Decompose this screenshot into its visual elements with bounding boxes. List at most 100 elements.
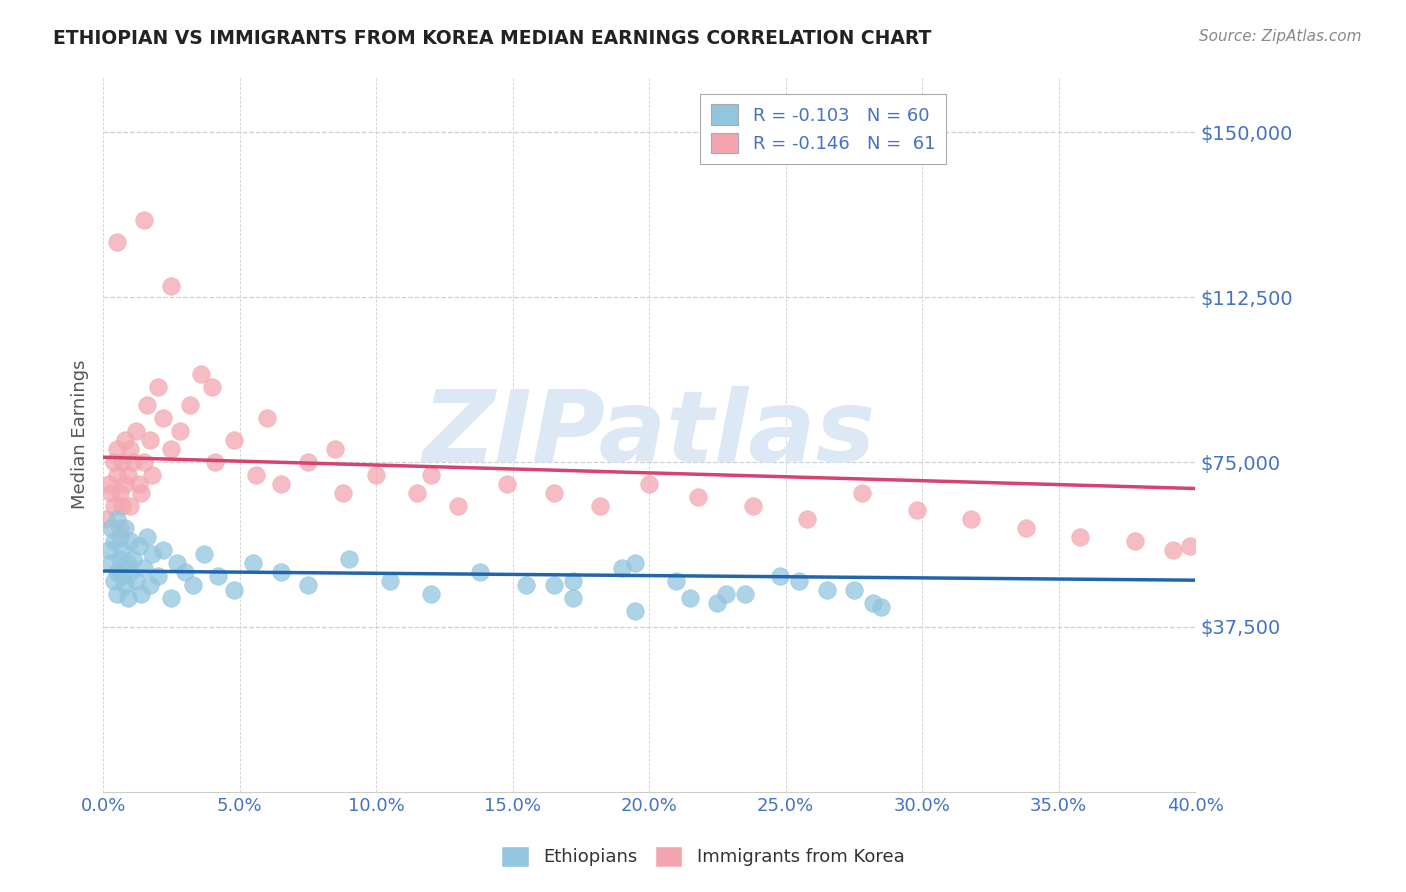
Point bbox=[270, 565, 292, 579]
Point bbox=[128, 539, 150, 553]
Point bbox=[103, 499, 125, 513]
Point bbox=[114, 477, 136, 491]
Point bbox=[468, 565, 491, 579]
Point bbox=[160, 442, 183, 456]
Point bbox=[166, 556, 188, 570]
Point bbox=[135, 530, 157, 544]
Point bbox=[1161, 543, 1184, 558]
Point bbox=[960, 512, 983, 526]
Point bbox=[297, 578, 319, 592]
Point bbox=[419, 587, 441, 601]
Point bbox=[100, 556, 122, 570]
Point bbox=[842, 582, 865, 597]
Point bbox=[224, 582, 246, 597]
Point bbox=[297, 455, 319, 469]
Point bbox=[734, 587, 756, 601]
Point bbox=[160, 591, 183, 606]
Point bbox=[125, 574, 148, 588]
Point bbox=[366, 468, 388, 483]
Point bbox=[332, 485, 354, 500]
Y-axis label: Median Earnings: Median Earnings bbox=[72, 359, 89, 509]
Text: ETHIOPIAN VS IMMIGRANTS FROM KOREA MEDIAN EARNINGS CORRELATION CHART: ETHIOPIAN VS IMMIGRANTS FROM KOREA MEDIA… bbox=[53, 29, 932, 47]
Point bbox=[179, 398, 201, 412]
Point bbox=[270, 477, 292, 491]
Point bbox=[125, 424, 148, 438]
Point bbox=[543, 578, 565, 592]
Point bbox=[862, 596, 884, 610]
Point bbox=[447, 499, 470, 513]
Point bbox=[378, 574, 401, 588]
Point bbox=[496, 477, 519, 491]
Point bbox=[543, 485, 565, 500]
Point bbox=[245, 468, 267, 483]
Point bbox=[108, 551, 131, 566]
Point bbox=[120, 442, 142, 456]
Point bbox=[741, 499, 763, 513]
Point bbox=[103, 534, 125, 549]
Point bbox=[114, 433, 136, 447]
Point bbox=[105, 512, 128, 526]
Point bbox=[105, 468, 128, 483]
Point bbox=[132, 213, 155, 227]
Point bbox=[132, 455, 155, 469]
Point bbox=[108, 530, 131, 544]
Point bbox=[851, 485, 873, 500]
Point bbox=[638, 477, 661, 491]
Point bbox=[419, 468, 441, 483]
Text: ZIPatlas: ZIPatlas bbox=[423, 386, 876, 483]
Point bbox=[190, 367, 212, 381]
Point bbox=[665, 574, 688, 588]
Point bbox=[1178, 539, 1201, 553]
Point bbox=[561, 574, 583, 588]
Point bbox=[787, 574, 810, 588]
Point bbox=[120, 565, 142, 579]
Point bbox=[111, 499, 134, 513]
Point bbox=[706, 596, 728, 610]
Point bbox=[1015, 521, 1038, 535]
Point bbox=[97, 477, 120, 491]
Point bbox=[561, 591, 583, 606]
Point bbox=[256, 411, 278, 425]
Point bbox=[146, 569, 169, 583]
Point bbox=[323, 442, 346, 456]
Point bbox=[174, 565, 197, 579]
Point bbox=[870, 600, 893, 615]
Point bbox=[131, 587, 153, 601]
Point bbox=[337, 551, 360, 566]
Point bbox=[103, 455, 125, 469]
Point bbox=[679, 591, 702, 606]
Point bbox=[108, 485, 131, 500]
Point bbox=[207, 569, 229, 583]
Point bbox=[135, 398, 157, 412]
Point bbox=[204, 455, 226, 469]
Point bbox=[201, 380, 224, 394]
Point bbox=[122, 551, 145, 566]
Point bbox=[624, 605, 647, 619]
Point bbox=[796, 512, 818, 526]
Point bbox=[138, 433, 160, 447]
Point bbox=[714, 587, 737, 601]
Point bbox=[117, 591, 139, 606]
Point bbox=[181, 578, 204, 592]
Point bbox=[242, 556, 264, 570]
Point bbox=[128, 477, 150, 491]
Point bbox=[146, 380, 169, 394]
Point bbox=[117, 468, 139, 483]
Point bbox=[105, 587, 128, 601]
Point bbox=[769, 569, 792, 583]
Point bbox=[122, 455, 145, 469]
Legend: Ethiopians, Immigrants from Korea: Ethiopians, Immigrants from Korea bbox=[495, 838, 911, 874]
Point bbox=[141, 468, 163, 483]
Point bbox=[1069, 530, 1091, 544]
Point bbox=[152, 543, 174, 558]
Point bbox=[193, 547, 215, 561]
Point bbox=[406, 485, 429, 500]
Point bbox=[815, 582, 838, 597]
Point bbox=[105, 235, 128, 250]
Point bbox=[224, 433, 246, 447]
Point bbox=[160, 279, 183, 293]
Point bbox=[103, 574, 125, 588]
Point bbox=[905, 503, 928, 517]
Point bbox=[141, 547, 163, 561]
Point bbox=[114, 578, 136, 592]
